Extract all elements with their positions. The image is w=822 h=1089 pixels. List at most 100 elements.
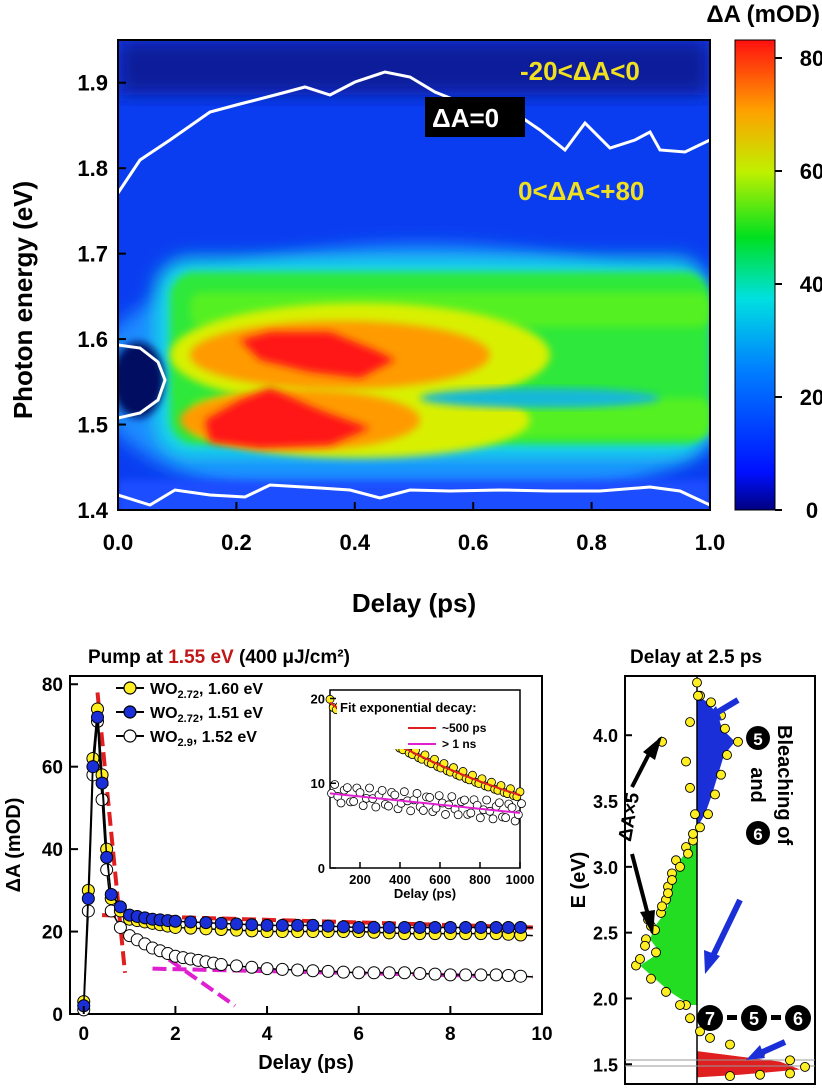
spectrum-y-tick-label: 3.0 <box>593 858 618 878</box>
spectrum-red-fill <box>697 1051 800 1078</box>
spectrum-y-axis-label: E (eV) <box>568 852 590 909</box>
kinetics-data-point <box>214 916 228 930</box>
colorbar-tick-label: 80 <box>800 46 822 71</box>
inset-data-point-2 <box>482 795 492 805</box>
spectrum-y-tick-label: 4.0 <box>593 726 618 746</box>
kinetics-data-point <box>352 966 366 980</box>
kinetics-data-point <box>443 920 457 934</box>
inset-y-ticks: 0 10 20 <box>311 691 336 876</box>
neg-region-label: -20<ΔA<0 <box>520 56 640 86</box>
legend-marker-1 <box>123 681 137 695</box>
inset-data-point-2 <box>336 798 346 808</box>
inset-data-point-2 <box>371 802 381 812</box>
legend-entry-2: WO2.72, 1.51 eV <box>116 705 263 725</box>
kinetics-data-point <box>260 962 274 976</box>
inset-data-point-2 <box>494 798 504 808</box>
svg-text:WO2.72, 1.51 eV: WO2.72, 1.51 eV <box>150 705 263 725</box>
kinetics-data-point <box>214 958 228 972</box>
zero-contour-label: ΔA=0 <box>432 103 499 133</box>
inset-data-point-2 <box>342 783 352 792</box>
kinetics-data-point <box>321 919 335 933</box>
inset-data-point-2 <box>488 814 498 824</box>
spectrum-data-point <box>675 861 685 872</box>
heatmap-x-tick-label: 0.6 <box>458 530 489 555</box>
inset-data-point-2 <box>434 791 444 801</box>
inset-legend-box <box>337 697 515 749</box>
zero-label-background <box>425 97 525 137</box>
colorbar-ticks: 0 20 40 60 80 <box>775 46 822 523</box>
inset-data-point-2 <box>453 810 463 820</box>
kinetics-x-tick-label: 6 <box>353 1024 364 1045</box>
kinetics-data-point <box>275 962 289 976</box>
heatmap-y-tick-label: 1.6 <box>77 327 108 352</box>
inset-data-point-2 <box>447 792 457 802</box>
peak-label-5: 5 <box>749 1009 759 1029</box>
spectrum-data-point <box>695 1026 705 1037</box>
inset-y-tick-label: 0 <box>318 861 325 876</box>
kinetics-data-point <box>428 920 442 934</box>
legend-entry-3: WO2.9, 1.52 eV <box>116 729 257 749</box>
spectrum-data-point <box>722 750 732 760</box>
kinetics-data-point <box>104 887 118 901</box>
kinetics-data-point <box>306 918 320 932</box>
kinetics-data-point <box>514 969 528 983</box>
kinetics-data-point <box>90 710 104 724</box>
heatmap-y-tick-label: 1.4 <box>77 498 108 523</box>
spectrum-y-tick-label: 1.5 <box>593 1055 618 1075</box>
inset-y-tick-label: 20 <box>311 691 325 706</box>
bleaching-prefix-label: Bleaching of <box>773 725 795 845</box>
inset-data-point-2 <box>460 795 469 805</box>
inset-data-point-2 <box>517 799 526 809</box>
colorbar-tick-label: 60 <box>800 159 822 184</box>
inset-data-point-2 <box>330 780 340 789</box>
kinetics-data-point <box>199 916 213 930</box>
peak-marker-6-upper <box>746 821 770 845</box>
kinetics-fit-line <box>151 946 237 1008</box>
kinetics-data-point <box>306 964 320 978</box>
spectrum-data-point <box>785 1055 795 1066</box>
colorbar-tick-label: 20 <box>800 385 822 410</box>
spectrum-data-point <box>705 1032 715 1043</box>
inset-data-point-2 <box>365 783 374 793</box>
inset-x-ticks: 200 400 600 800 1000 <box>349 862 534 887</box>
inset-data-point-2 <box>377 786 387 795</box>
inset-x-tick-label: 800 <box>469 872 491 887</box>
kinetics-data-point <box>168 914 182 928</box>
kinetics-data-point <box>367 920 381 934</box>
spectrum-data-point <box>688 828 698 839</box>
inset-data-point-2 <box>412 789 422 798</box>
heatmap-x-tick-label: 0.0 <box>103 530 134 555</box>
kinetics-data-point <box>113 920 127 934</box>
inset-fit-curve-2 <box>329 792 521 814</box>
kinetics-data-point <box>81 892 95 906</box>
peak-marker-5-upper <box>746 726 770 750</box>
legend-marker-3 <box>123 729 137 743</box>
scale-arrow-down <box>630 853 650 916</box>
peak-label-5-upper: 5 <box>753 730 762 749</box>
inset-data-point-2 <box>384 801 393 811</box>
colorbar-tick-label: 40 <box>800 272 822 297</box>
bleaching-and-label: and <box>746 767 768 803</box>
colorbar-tick-label: 0 <box>806 498 818 523</box>
zero-contour-left <box>118 343 167 420</box>
kinetics-data-point <box>184 915 198 929</box>
svg-text:WO2.9, 1.52 eV: WO2.9, 1.52 eV <box>150 729 257 749</box>
heatmap-x-tick-label: 0.2 <box>221 530 252 555</box>
blue-arrow-lower-head <box>746 1045 765 1060</box>
peak-marker-7 <box>697 1005 723 1031</box>
spectrum-data-point <box>675 1000 685 1010</box>
kinetics-data-point <box>100 850 114 864</box>
spectrum-data-point <box>733 736 743 747</box>
spectrum-data-point <box>692 677 702 688</box>
heatmap-x-tick-label: 0.4 <box>340 530 371 555</box>
spectrum-data-point <box>661 986 671 997</box>
heatmap-x-tick-label: 0.8 <box>576 530 607 555</box>
heatmap-y-tick-label: 1.5 <box>77 413 108 438</box>
kinetics-data-point <box>336 965 350 979</box>
inset-data-point-2 <box>390 790 400 800</box>
spectrum-data-point <box>667 875 677 885</box>
kinetics-data-point <box>443 968 457 982</box>
heatmap-y-tick-label: 1.9 <box>77 71 108 96</box>
inset-data-point-2 <box>425 793 435 802</box>
